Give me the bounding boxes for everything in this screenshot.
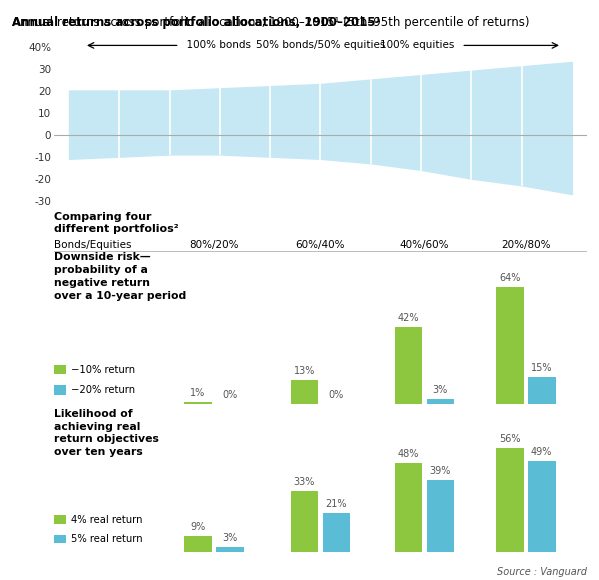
Bar xyxy=(426,480,454,552)
Text: Source : Vanguard: Source : Vanguard xyxy=(497,567,587,577)
Bar xyxy=(54,365,66,375)
Text: Downside risk—
probability of a
negative return
over a 10-year period: Downside risk— probability of a negative… xyxy=(54,252,186,300)
Bar xyxy=(496,448,524,552)
Bar xyxy=(291,491,318,552)
Text: 0%: 0% xyxy=(222,390,237,400)
Text: 40%/60%: 40%/60% xyxy=(400,240,449,251)
Text: 13%: 13% xyxy=(294,367,315,376)
Bar xyxy=(528,376,555,404)
Bar xyxy=(54,516,66,524)
Text: Likelihood of
achieving real
return objectives
over ten years: Likelihood of achieving real return obje… xyxy=(54,409,159,457)
Text: 49%: 49% xyxy=(531,447,552,457)
Text: 3%: 3% xyxy=(433,385,448,395)
Bar xyxy=(54,386,66,395)
Text: 100% bonds: 100% bonds xyxy=(180,41,250,50)
Text: Bonds/Equities: Bonds/Equities xyxy=(54,240,131,251)
Bar xyxy=(496,287,524,404)
Text: Annual returns across portfolio allocations, 1900–2015¹ (5th–95th percentile of : Annual returns across portfolio allocati… xyxy=(12,16,530,29)
Text: 3%: 3% xyxy=(222,533,237,543)
Text: 5% real return: 5% real return xyxy=(71,534,143,544)
Text: 64%: 64% xyxy=(499,273,521,283)
Text: 56%: 56% xyxy=(499,434,521,444)
Text: 1%: 1% xyxy=(190,389,205,398)
Text: Comparing four
different portfolios²: Comparing four different portfolios² xyxy=(54,212,179,234)
Text: 42%: 42% xyxy=(398,313,419,323)
Bar xyxy=(291,380,318,404)
Text: 60%/40%: 60%/40% xyxy=(296,240,345,251)
Bar xyxy=(216,547,244,552)
Bar xyxy=(528,461,555,552)
Text: 15%: 15% xyxy=(531,362,552,373)
Text: 50% bonds/50% equities: 50% bonds/50% equities xyxy=(256,41,385,50)
Text: 21%: 21% xyxy=(326,499,347,509)
Bar xyxy=(395,463,422,552)
Bar xyxy=(184,535,211,552)
Text: 9%: 9% xyxy=(190,522,205,532)
Text: 80%/20%: 80%/20% xyxy=(189,240,238,251)
Text: 20%/80%: 20%/80% xyxy=(501,240,550,251)
Text: 39%: 39% xyxy=(429,466,451,476)
Text: Annual returns across portfolio allocations, 1900–2015¹: Annual returns across portfolio allocati… xyxy=(12,16,380,29)
Text: 4% real return: 4% real return xyxy=(71,515,143,525)
Text: 33%: 33% xyxy=(294,477,315,487)
Bar xyxy=(395,327,422,404)
Text: 100% equities: 100% equities xyxy=(380,41,461,50)
Text: −10% return: −10% return xyxy=(71,365,135,375)
Bar xyxy=(426,398,454,404)
Bar xyxy=(184,403,211,404)
Text: 48%: 48% xyxy=(398,449,419,459)
Bar xyxy=(54,535,66,543)
Bar xyxy=(323,513,350,552)
Text: 0%: 0% xyxy=(329,390,344,400)
Text: −20% return: −20% return xyxy=(71,385,135,395)
